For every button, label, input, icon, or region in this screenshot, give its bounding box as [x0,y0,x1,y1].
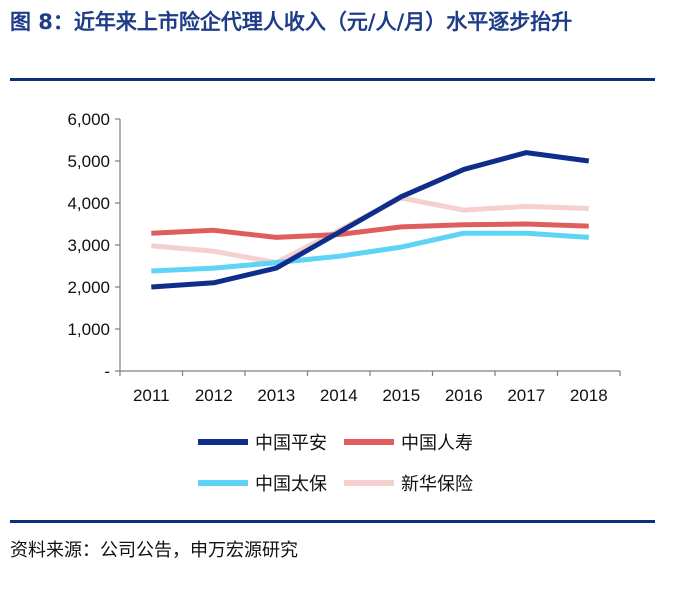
legend-label: 新华保险 [401,474,473,495]
chart-title: 图 8：近年来上市险企代理人收入（元/人/月）水平逐步抬升 [10,10,573,34]
y-tick-label: 5,000 [67,152,110,171]
x-tick-label: 2016 [445,386,483,405]
line-chart: - 1,000 2,000 3,000 4,000 5,000 6,000 2011 2012 2… [67,110,621,495]
x-tick-label: 2012 [195,386,233,405]
source-note: 资料来源：公司公告，申万宏源研究 [10,540,298,561]
x-tick-label: 2017 [507,386,545,405]
legend-label: 中国平安 [255,433,327,454]
legend-label: 中国太保 [255,474,327,495]
y-tick-label: 2,000 [67,278,110,297]
x-tick-label: 2018 [570,386,608,405]
x-tick-label: 2011 [133,386,170,405]
y-tick-label: 3,000 [67,236,110,255]
title-rule [10,78,655,81]
series-line-0 [151,150,590,290]
series-line-2 [151,230,589,274]
x-tick-label: 2013 [257,386,295,405]
y-tick-label: - [104,362,110,381]
legend-label: 中国人寿 [401,433,473,454]
y-tick-label: 6,000 [67,110,110,129]
source-rule [10,520,655,523]
x-tick-label: 2014 [320,386,358,405]
y-tick-label: 4,000 [67,194,110,213]
x-tick-label: 2015 [382,386,420,405]
series-line-1 [151,221,589,240]
y-tick-label: 1,000 [67,320,110,339]
